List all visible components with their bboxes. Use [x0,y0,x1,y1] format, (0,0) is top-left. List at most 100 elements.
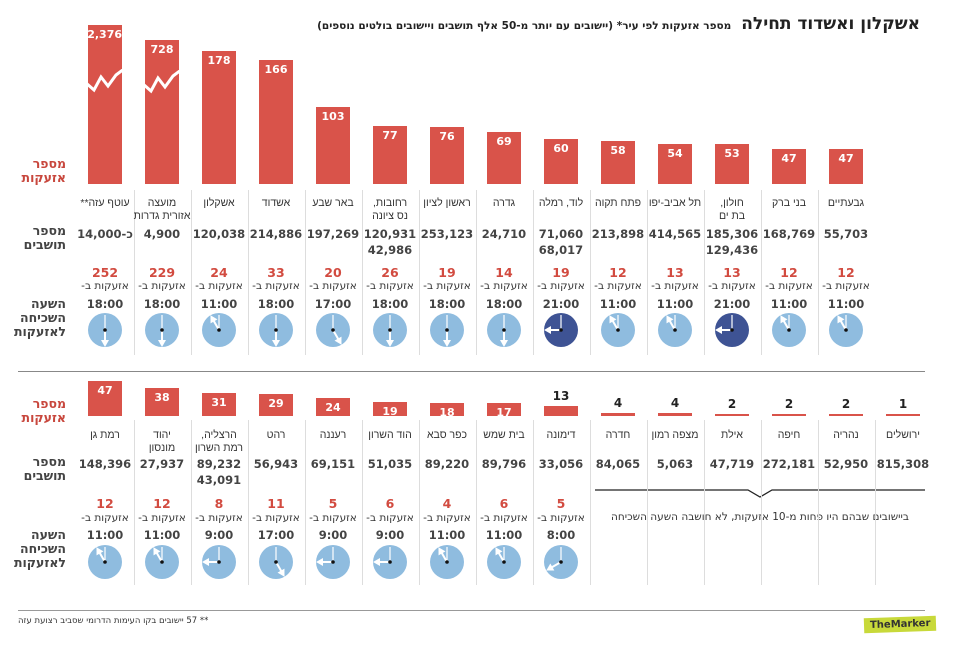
column-divider [190,190,192,355]
clock-icon [658,313,692,347]
common-hour: 9:00 [318,528,348,542]
common-hour: 11:00 [599,297,637,311]
common-hour: 21:00 [542,297,580,311]
population-value: 4,900 [143,227,181,241]
column-divider [532,420,534,585]
city-name: מועצה אזורית גדרות [133,197,191,222]
city-name: רעננה [319,429,347,441]
low-count-bracket [595,489,925,498]
column-divider [133,190,135,355]
clock-icon [259,313,293,347]
city-name: רמת גן [90,429,120,441]
population-value: 148,396 [78,457,132,471]
common-hour: 11:00 [485,528,523,542]
population-value: 120,038 [192,227,246,241]
hour-alarm-count: 12 [837,265,855,280]
hour-alarm-count: 5 [328,496,338,511]
row-label-common-hour-2: השעה השכיחה לאזעקות [13,527,66,570]
population-value: 185,306 [705,227,759,241]
alarms-at-label: אזעקות ב- [480,512,528,524]
bar-value-label: 2 [727,397,737,411]
bar [430,127,464,184]
common-hour: 18:00 [86,297,124,311]
population-value: 68,017 [538,243,584,257]
hour-alarm-count: 20 [324,265,342,280]
city-name: באר שבע [312,197,354,209]
column-divider [304,420,306,585]
bar [658,143,692,184]
bar-value-label: 38 [154,390,170,404]
city-name: מצפה רמון [651,429,699,441]
column-divider [247,190,249,355]
bar-value-label: 47 [838,151,854,165]
city-name: הרצליה, רמת השרון [194,429,244,454]
bar-value-label: 18 [439,405,455,419]
population-value: 213,898 [591,227,645,241]
clock-icon [487,545,521,579]
population-value: 33,056 [538,457,584,471]
column-divider [760,420,762,585]
common-hour: 18:00 [428,297,466,311]
hour-alarm-count: 19 [438,265,456,280]
column-divider [532,190,534,355]
population-value: 89,220 [424,457,470,471]
city-name: דימונה [546,429,576,441]
alarms-at-label: אזעקות ב- [138,512,186,524]
bar [202,392,236,416]
population-value: 129,436 [705,243,759,257]
common-hour: 17:00 [314,297,352,311]
bar-value-label: 178 [207,53,231,67]
city-name: כפר סבא [426,429,468,441]
city-name: חיפה [777,429,801,441]
clock-icon [145,545,179,579]
bar [145,387,179,416]
population-value: 197,269 [306,227,360,241]
clock-icon [715,313,749,347]
common-hour: 11:00 [200,297,238,311]
bar-value-label: 24 [325,401,341,414]
city-name: נהריה [833,429,859,441]
hour-alarm-count: 4 [442,496,452,511]
clock-icon [259,545,293,579]
bar [886,414,920,416]
bar-value-label: 2 [841,397,851,411]
hour-alarm-count: 252 [91,265,119,280]
population-value: כ-14,000 [77,227,133,241]
bar-value-label: 13 [552,389,570,404]
clock-icon [316,313,350,347]
column-divider [190,420,192,585]
common-hour: 11:00 [428,528,466,542]
column-divider [817,190,819,355]
population-value: 815,308 [876,457,930,471]
bar [658,413,692,416]
population-value: 43,091 [196,473,242,487]
bar [601,140,635,184]
population-value: 42,986 [367,243,413,257]
hour-alarm-count: 26 [381,265,399,280]
city-name: בני ברק [771,197,807,209]
bar [715,144,749,184]
column-divider [760,190,762,355]
bar [373,126,407,184]
bar [829,414,863,416]
hour-alarm-count: 33 [267,265,285,280]
hour-alarm-count: 13 [666,265,684,280]
bar [544,139,578,184]
bar-value-label: 19 [382,404,398,418]
hour-alarm-count: 8 [214,496,224,511]
hour-alarm-count: 12 [96,496,114,511]
row-label-population: מספר תושבים [23,223,66,252]
bar [544,406,578,416]
hour-alarm-count: 12 [609,265,627,280]
section-divider [18,371,925,372]
common-hour: 11:00 [143,528,181,542]
clock-icon [202,545,236,579]
city-name: רחובות, נס ציונה [372,197,408,222]
population-value: 89,796 [481,457,527,471]
bar-value-label: 69 [496,135,512,149]
population-value: 27,937 [139,457,185,471]
city-name: עוטף עזה** [80,197,130,209]
common-hour: 11:00 [770,297,808,311]
clock-icon [373,313,407,347]
city-name: רהט [266,429,286,441]
